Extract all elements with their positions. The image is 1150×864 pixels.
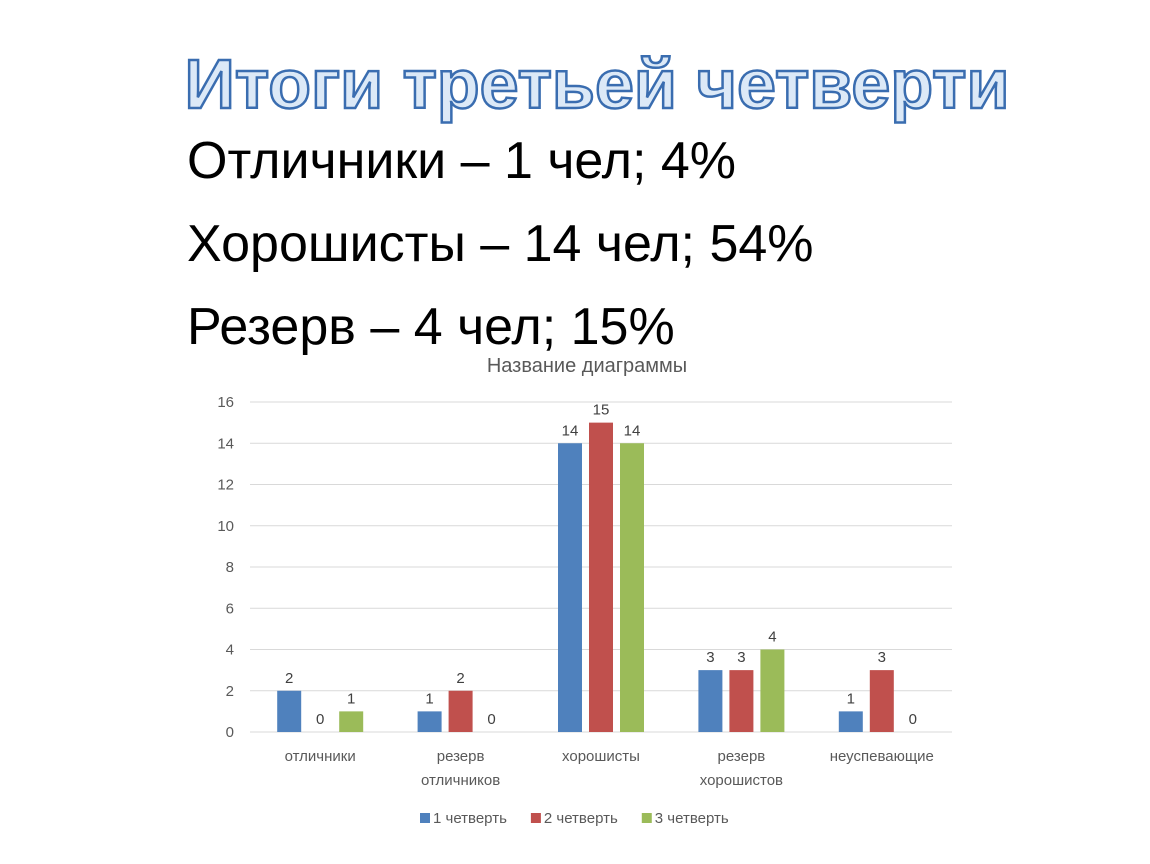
legend-label: 1 четверть xyxy=(433,810,507,827)
data-label: 14 xyxy=(624,422,641,439)
bar xyxy=(339,711,364,732)
y-tick-label: 16 xyxy=(217,394,234,411)
bar xyxy=(589,422,613,732)
x-tick-label: неуспевающие xyxy=(829,748,934,765)
data-label: 15 xyxy=(593,402,610,419)
y-tick-label: 0 xyxy=(226,724,234,741)
y-tick-label: 8 xyxy=(226,559,234,576)
data-label: 2 xyxy=(456,670,464,687)
x-tick-label: резерв хорошистов xyxy=(699,748,784,789)
data-label: 1 xyxy=(425,690,433,707)
x-tick-label: отличники xyxy=(284,748,356,765)
y-tick-label: 6 xyxy=(226,600,234,617)
bar xyxy=(760,649,785,732)
y-tick-label: 14 xyxy=(217,435,234,452)
data-label: 0 xyxy=(316,711,324,728)
data-label: 3 xyxy=(737,649,745,666)
y-tick-label: 10 xyxy=(217,518,234,535)
slide-title: Итоги третьей четверти xyxy=(185,45,1010,123)
x-tick-label: резерв отличников xyxy=(420,748,501,789)
bar xyxy=(558,443,582,732)
x-tick-label: хорошисты xyxy=(562,748,640,765)
y-tick-label: 2 xyxy=(226,683,234,700)
text-line: Отличники – 1 чел; 4% xyxy=(187,132,736,190)
chart-title: Название диаграммы xyxy=(487,355,687,377)
legend-swatch xyxy=(530,813,541,823)
bar xyxy=(869,670,894,732)
bar xyxy=(448,690,473,732)
legend-swatch xyxy=(420,813,430,823)
data-label: 3 xyxy=(878,649,886,666)
data-label: 1 xyxy=(347,690,355,707)
text-line: Хорошисты – 14 чел; 54% xyxy=(187,215,814,273)
data-label: 3 xyxy=(706,649,714,666)
bar xyxy=(620,443,644,732)
y-tick-label: 12 xyxy=(217,477,234,494)
data-label: 2 xyxy=(285,670,293,687)
legend-swatch xyxy=(641,813,652,823)
bar xyxy=(417,711,442,732)
data-label: 0 xyxy=(909,711,917,728)
data-label: 4 xyxy=(768,629,776,646)
y-tick-label: 4 xyxy=(226,642,234,659)
data-label: 1 xyxy=(847,690,855,707)
data-label: 0 xyxy=(487,711,495,728)
data-label: 14 xyxy=(562,422,579,439)
bar xyxy=(838,711,863,732)
bar xyxy=(698,670,723,732)
legend-label: 2 четверть xyxy=(544,810,618,827)
legend-label: 3 четверть xyxy=(655,810,729,827)
text-line: Резерв – 4 чел; 15% xyxy=(187,298,675,356)
bar xyxy=(729,670,754,732)
bar xyxy=(277,690,302,732)
